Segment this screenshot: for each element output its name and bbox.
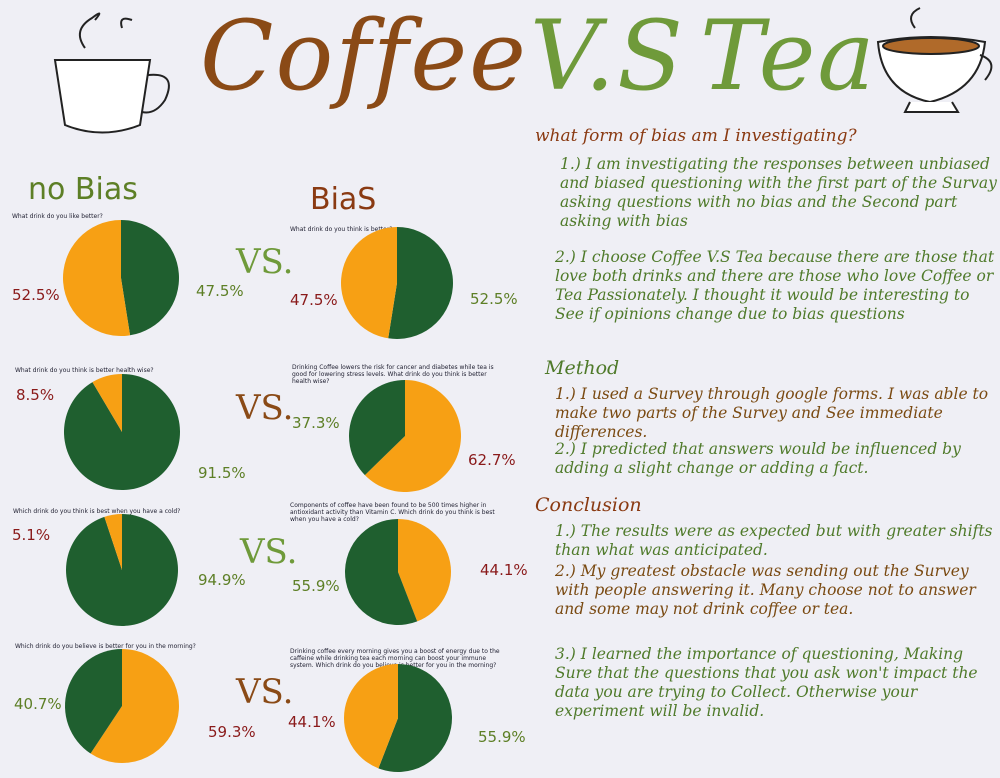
bias-question-heading: what form of bias am I investigating? bbox=[535, 126, 857, 146]
method-item-1: 1.) I used a Survey through google forms… bbox=[555, 385, 989, 441]
pie-slice-tea bbox=[388, 227, 453, 339]
pie-slice-tea bbox=[345, 519, 418, 625]
vs-label-2: VS. bbox=[236, 388, 294, 428]
pie-slice-tea bbox=[65, 514, 178, 626]
pie-slice-tea bbox=[63, 374, 180, 491]
pie-slice-coffee bbox=[90, 649, 180, 764]
pie-label-tea: 91.5% bbox=[198, 464, 246, 482]
question-no-bias-3: Which drink do you think is best when yo… bbox=[13, 508, 181, 515]
pie-label-coffee: 44.1% bbox=[288, 713, 336, 731]
pie-label-coffee: 59.3% bbox=[208, 723, 256, 741]
pie-label-tea: 47.5% bbox=[196, 282, 244, 300]
pie-slice-coffee bbox=[104, 514, 122, 570]
conclusion-item-1: 1.) The results were as expected but wit… bbox=[555, 522, 993, 559]
conclusion-item-2: 2.) My greatest obstacle was sending out… bbox=[555, 562, 976, 618]
pie-label-tea: 37.3% bbox=[292, 414, 340, 432]
bias-item-1: 1.) I am investigating the responses bet… bbox=[560, 155, 997, 230]
pie-label-coffee: 8.5% bbox=[16, 386, 54, 404]
pie-label-coffee: 62.7% bbox=[468, 451, 516, 469]
title-vs: V.S bbox=[530, 0, 685, 112]
pie-slice-tea bbox=[65, 649, 122, 754]
pie-label-tea: 52.5% bbox=[470, 290, 518, 308]
question-no-bias-1: What drink do you like better? bbox=[12, 213, 103, 220]
conclusion-heading: Conclusion bbox=[535, 494, 642, 516]
pie-slice-coffee bbox=[62, 220, 131, 336]
tea-cup-icon bbox=[876, 7, 993, 113]
method-item-2: 2.) I predicted that answers would be in… bbox=[555, 440, 961, 477]
conclusion-item-3: 3.) I learned the importance of question… bbox=[555, 645, 978, 720]
question-bias-1: What drink do you think is better? bbox=[290, 226, 393, 233]
pie-slice-tea bbox=[349, 380, 405, 476]
pie-label-coffee: 52.5% bbox=[12, 286, 60, 304]
pie-label-tea: 40.7% bbox=[14, 695, 62, 713]
bias-heading: BiaS bbox=[310, 182, 377, 217]
question-no-bias-2: What drink do you think is better health… bbox=[15, 367, 154, 374]
title-tea: Tea bbox=[700, 0, 877, 112]
vs-label-3: VS. bbox=[240, 532, 298, 572]
pie-label-tea: 55.9% bbox=[478, 728, 526, 746]
pie-slice-coffee bbox=[92, 374, 122, 432]
pie-slice-tea bbox=[121, 220, 179, 336]
vs-label-1: VS. bbox=[236, 242, 294, 282]
pie-slice-tea bbox=[378, 664, 452, 772]
question-bias-2: Drinking Coffee lowers the risk for canc… bbox=[292, 364, 494, 385]
pie-label-coffee: 47.5% bbox=[290, 291, 338, 309]
title-coffee: Coffee bbox=[200, 0, 528, 112]
pie-slice-coffee bbox=[364, 380, 462, 493]
pie-label-tea: 94.9% bbox=[198, 571, 246, 589]
pie-label-tea: 55.9% bbox=[292, 577, 340, 595]
coffee-cup-icon bbox=[53, 12, 170, 134]
bias-item-2: 2.) I choose Coffee V.S Tea because ther… bbox=[555, 248, 995, 323]
pie-slice-coffee bbox=[340, 227, 397, 339]
vs-label-4: VS. bbox=[236, 672, 294, 712]
question-no-bias-4: Which drink do you believe is better for… bbox=[15, 643, 196, 650]
pie-label-coffee: 44.1% bbox=[480, 561, 528, 579]
pie-label-coffee: 5.1% bbox=[12, 526, 50, 544]
no-bias-heading: no Bias bbox=[28, 172, 138, 207]
pie-slice-coffee bbox=[398, 519, 452, 622]
question-bias-3: Components of coffee have been found to … bbox=[290, 502, 495, 523]
pie-slice-coffee bbox=[343, 664, 398, 769]
method-heading: Method bbox=[545, 357, 620, 379]
